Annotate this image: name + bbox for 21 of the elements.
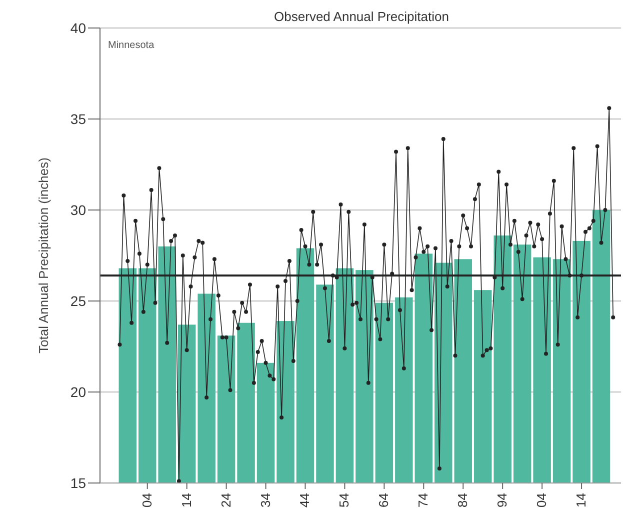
x-tick-label: 04	[139, 493, 154, 508]
y-tick-label: 40	[70, 20, 86, 36]
annotation: Minnesota	[108, 40, 155, 51]
x-tick-label: 24	[218, 493, 234, 508]
y-tick-label: 25	[70, 293, 86, 309]
y-tick-label: 35	[70, 111, 86, 127]
x-tick-label: 04	[534, 493, 550, 508]
x-tick-label: 94	[494, 493, 510, 508]
x-tick-label: 34	[258, 493, 273, 508]
y-tick-label: 30	[70, 202, 86, 218]
x-tick-label: 74	[416, 493, 431, 508]
x-tick-label: 84	[455, 493, 470, 508]
y-axis-title: Total Annual Precipitation (inches)	[36, 158, 51, 354]
x-tick-label: 14	[574, 493, 589, 508]
x-tick-label: 64	[376, 493, 392, 508]
x-tick-label: 54	[336, 493, 352, 508]
chart-title: Observed Annual Precipitation	[274, 9, 449, 24]
y-tick-label: 15	[70, 475, 86, 491]
y-tick-label: 20	[70, 384, 86, 400]
x-tick-label: 44	[297, 493, 312, 508]
x-tick-label: 14	[178, 493, 194, 508]
